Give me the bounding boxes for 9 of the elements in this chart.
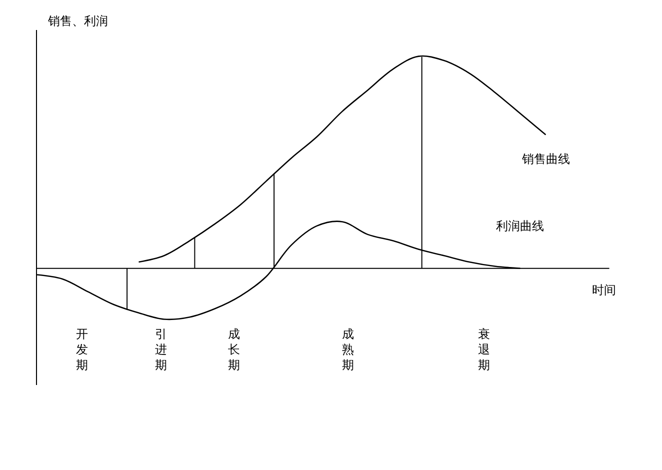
text: 利润曲线 — [496, 219, 544, 233]
text: 成长期 — [228, 327, 240, 372]
text: 衰退期 — [478, 327, 490, 372]
x-axis-title: 时间 — [592, 283, 616, 297]
text: 成熟期 — [342, 327, 354, 372]
text: 引进期 — [155, 327, 167, 372]
y-axis-title: 销售、利润 — [47, 14, 108, 28]
text: 销售曲线 — [521, 152, 570, 166]
text: 开发期 — [76, 327, 88, 372]
